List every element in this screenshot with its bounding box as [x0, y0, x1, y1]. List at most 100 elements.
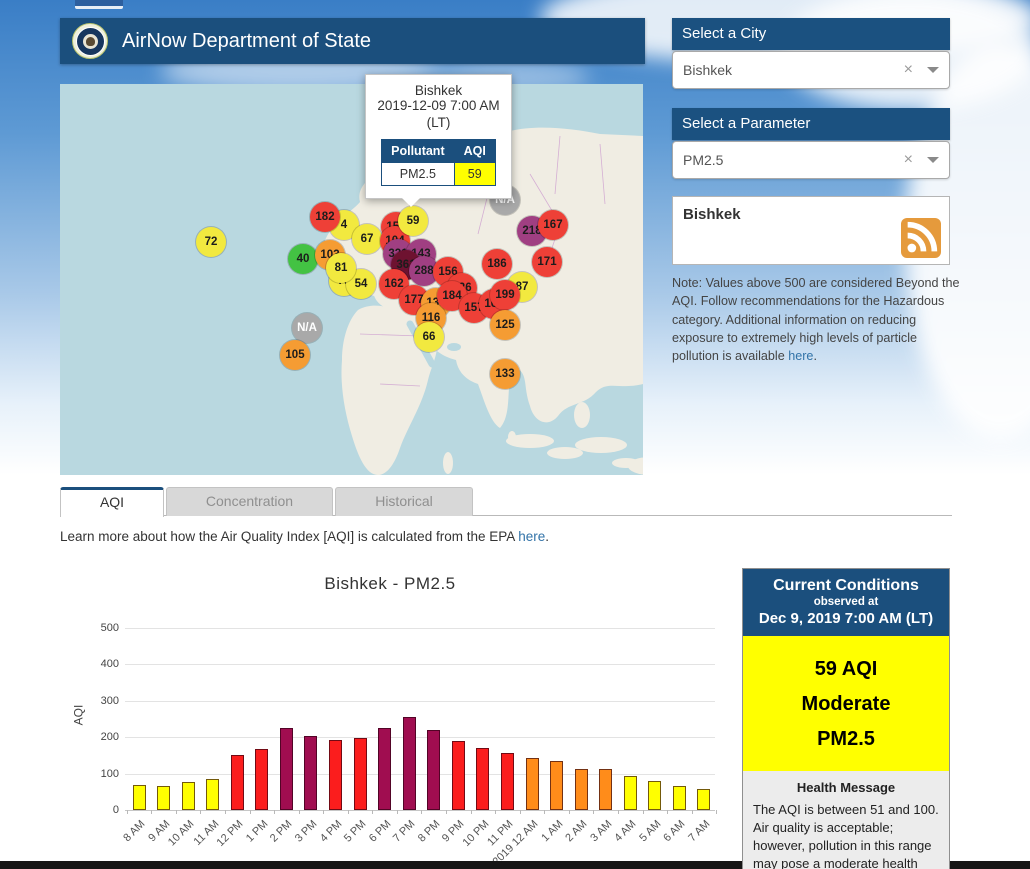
- current-conditions-panel: Current Conditions observed at Dec 9, 20…: [742, 568, 950, 869]
- aqi-bar-chart: Bishkek - PM2.5 AQI 0 100 200 300 400 500 8 AM…: [60, 558, 720, 869]
- x-axis-tick: [495, 810, 497, 814]
- map-marker-aqi[interactable]: 182: [310, 202, 340, 232]
- map-marker-aqi[interactable]: 133: [490, 359, 520, 389]
- chart-bar: [132, 784, 146, 810]
- x-axis-tick: [249, 810, 251, 814]
- city-select-value: Bishkek: [683, 62, 733, 78]
- tooltip-pollutant-value: PM2.5: [381, 161, 455, 186]
- chart-gridline: [125, 773, 715, 775]
- chart-bar: [206, 778, 220, 810]
- x-axis-tick: [642, 810, 644, 814]
- map-marker-aqi[interactable]: 167: [538, 210, 568, 240]
- cropped-top-logo: [75, 0, 123, 9]
- y-axis-tick-label: 0: [112, 804, 119, 816]
- world-map[interactable]: 4182724010375548167157104593211433612881…: [60, 84, 643, 475]
- x-axis-tick: [175, 810, 177, 814]
- x-axis-tick: [470, 810, 472, 814]
- learn-more-body: Learn more about how the Air Quality Ind…: [60, 529, 519, 544]
- x-axis-tick: [691, 810, 693, 814]
- x-axis-tick: [372, 810, 374, 814]
- map-marker-aqi[interactable]: 199: [490, 280, 520, 310]
- map-marker-aqi[interactable]: 72: [196, 227, 226, 257]
- state-department-seal-logo: [72, 23, 108, 59]
- x-axis-tick: [716, 810, 718, 814]
- note-period: .: [813, 349, 817, 363]
- parameter-select-value: PM2.5: [683, 152, 724, 168]
- x-axis-tick: [544, 810, 546, 814]
- chart-bar: [279, 728, 293, 810]
- current-conditions-header: Current Conditions observed at Dec 9, 20…: [743, 569, 949, 636]
- tab-bar: AQI Concentration Historical: [60, 487, 473, 517]
- x-axis-tick: [200, 810, 202, 814]
- city-select[interactable]: Bishkek ×: [672, 51, 950, 89]
- current-aqi-pollutant: PM2.5: [817, 728, 875, 750]
- tooltip-aqi-value: 59: [453, 161, 496, 186]
- map-marker-aqi[interactable]: 186: [482, 249, 512, 279]
- tab-concentration[interactable]: Concentration: [166, 487, 333, 516]
- clear-city-icon[interactable]: ×: [903, 61, 913, 78]
- chevron-down-icon[interactable]: [927, 157, 939, 163]
- chart-y-axis-label: AQI: [71, 704, 86, 726]
- x-axis-tick: [421, 810, 423, 814]
- x-axis-tick: [298, 810, 300, 814]
- chart-bar: [329, 739, 343, 810]
- map-marker-aqi[interactable]: 59: [398, 206, 428, 236]
- beyond-aqi-note: Note: Values above 500 are considered Be…: [672, 274, 964, 365]
- chart-bar: [304, 736, 318, 810]
- parameter-select[interactable]: PM2.5 ×: [672, 141, 950, 179]
- x-axis-tick: [593, 810, 595, 814]
- current-aqi-value: 59 AQI: [814, 658, 878, 680]
- chart-bar: [402, 717, 416, 810]
- chart-bar: [378, 728, 392, 810]
- map-tooltip: Bishkek 2019-12-09 7:00 AM (LT) Pollutan…: [365, 74, 512, 207]
- current-aqi-category: Moderate: [801, 693, 891, 715]
- chart-gridline: [125, 628, 715, 629]
- x-axis-tick: [224, 810, 226, 814]
- x-axis-tick: [151, 810, 153, 814]
- footer-bar: [0, 861, 1030, 869]
- x-axis-tick: [274, 810, 276, 814]
- x-axis-tick: [323, 810, 325, 814]
- chart-bar: [623, 776, 637, 810]
- map-marker-aqi[interactable]: 125: [490, 310, 520, 340]
- select-parameter-header: Select a Parameter: [672, 108, 950, 140]
- clear-parameter-icon[interactable]: ×: [903, 151, 913, 168]
- x-axis-tick: [667, 810, 669, 814]
- map-marker-aqi[interactable]: 40: [288, 244, 318, 274]
- x-axis-tick: [618, 810, 620, 814]
- y-axis-tick-label: 300: [100, 694, 119, 707]
- map-marker-aqi[interactable]: 66: [414, 322, 444, 352]
- observation-datetime: Dec 9, 2019 7:00 AM (LT): [758, 610, 934, 627]
- chevron-down-icon[interactable]: [927, 67, 939, 73]
- x-axis-tick: [126, 810, 128, 814]
- current-conditions-title: Current Conditions: [773, 577, 919, 594]
- map-marker-aqi[interactable]: 81: [326, 253, 356, 283]
- learn-more-here-link[interactable]: here: [518, 529, 546, 544]
- chart-bar: [697, 788, 711, 810]
- map-marker-aqi[interactable]: 67: [352, 224, 382, 254]
- chart-bar: [599, 768, 613, 810]
- x-axis-tick: [396, 810, 398, 814]
- observed-at-label: observed at: [813, 596, 879, 608]
- tooltip-col-aqi: AQI: [453, 138, 496, 163]
- chart-bar: [181, 781, 195, 810]
- map-marker-aqi[interactable]: 105: [280, 340, 310, 370]
- x-axis-tick: [347, 810, 349, 814]
- tab-historical[interactable]: Historical: [335, 487, 473, 516]
- app-header: AirNow Department of State: [60, 18, 645, 64]
- x-axis-tick: [519, 810, 521, 814]
- chart-bar: [550, 760, 564, 810]
- rss-feed-icon[interactable]: [901, 218, 941, 258]
- tab-aqi[interactable]: AQI: [60, 487, 164, 517]
- note-here-link[interactable]: here: [788, 349, 814, 363]
- tabs-underline: [60, 515, 952, 516]
- chart-bar: [427, 729, 441, 810]
- chart-bar: [525, 758, 539, 810]
- health-message-block: Health Message The AQI is between 51 and…: [743, 771, 949, 869]
- map-marker-aqi[interactable]: 171: [532, 247, 562, 277]
- learn-more-text: Learn more about how the Air Quality Ind…: [60, 529, 549, 544]
- chart-bar: [353, 738, 367, 810]
- map-marker-aqi[interactable]: N/A: [292, 313, 322, 343]
- select-city-header: Select a City: [672, 18, 950, 50]
